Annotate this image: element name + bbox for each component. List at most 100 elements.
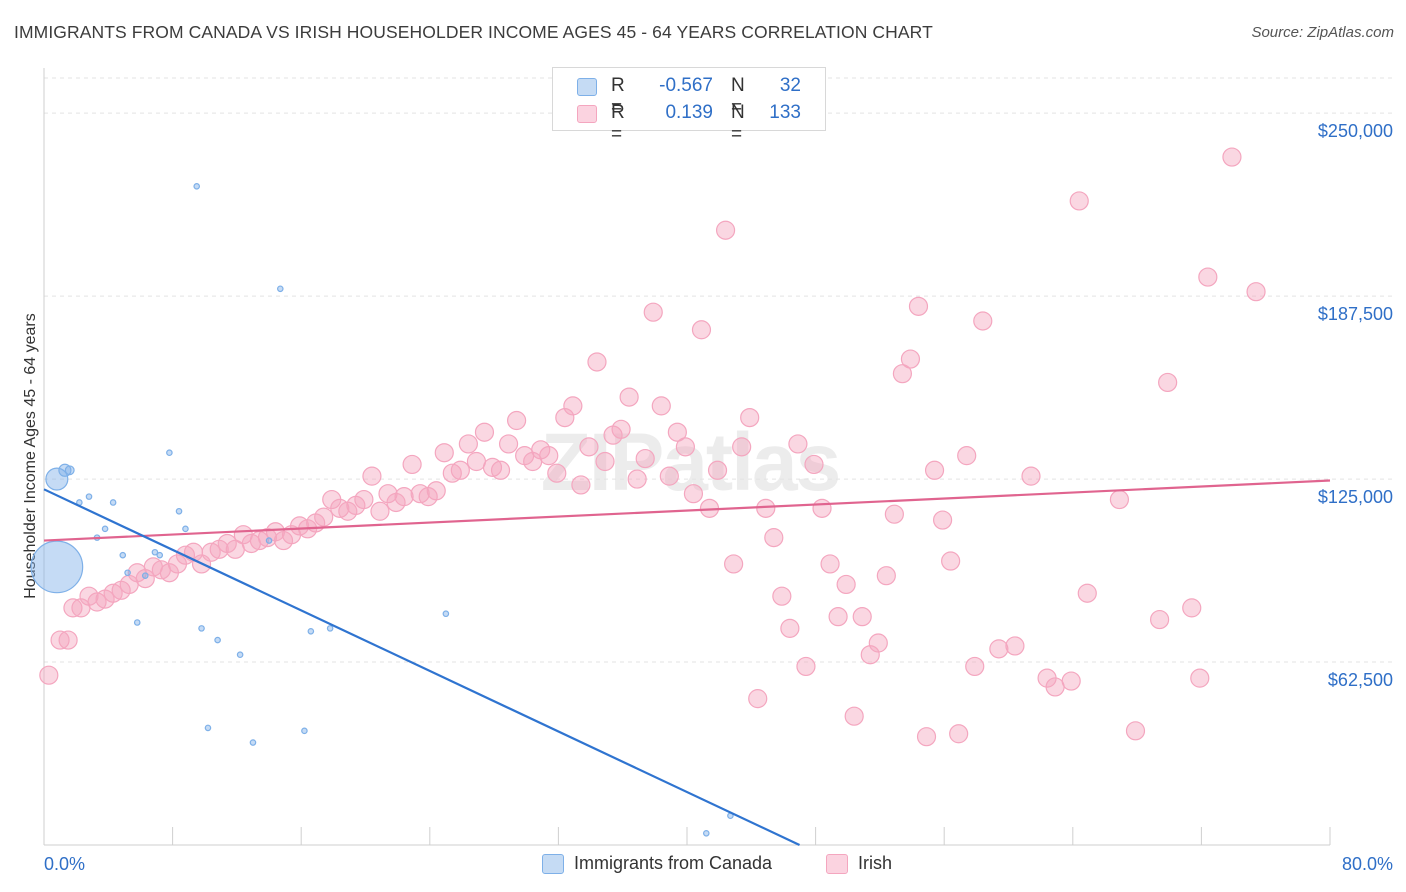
n-label: N = xyxy=(731,75,745,118)
irish-point xyxy=(507,410,527,431)
y-tick-label: $125,000 xyxy=(1318,487,1393,507)
canada-legend-label: Immigrants from Canada xyxy=(574,853,773,873)
irish-point xyxy=(715,220,736,240)
irish-point xyxy=(450,460,470,480)
irish-point xyxy=(1005,636,1025,656)
canada-points xyxy=(30,183,734,837)
canada-point xyxy=(193,183,201,190)
irish-point xyxy=(466,451,487,472)
r-label: R = xyxy=(611,75,625,118)
irish-point xyxy=(868,633,888,653)
canada-point xyxy=(182,525,189,533)
canada-point xyxy=(45,467,69,491)
canada-r-value: -0.567 xyxy=(659,75,713,96)
canada-n-value: 32 xyxy=(779,75,801,96)
irish-point xyxy=(965,656,985,677)
series-legend: Immigrants from Canada Irish xyxy=(0,852,1406,876)
irish-point xyxy=(732,437,752,457)
canada-point xyxy=(133,619,141,626)
irish-point xyxy=(691,320,712,340)
canada-swatch xyxy=(577,78,597,96)
axes xyxy=(43,68,1331,846)
irish-point xyxy=(949,724,969,744)
canada-point xyxy=(702,829,710,837)
canada-point xyxy=(442,610,450,618)
canada-point xyxy=(301,727,308,735)
irish-point xyxy=(587,352,607,372)
irish-point xyxy=(498,434,519,454)
irish-point xyxy=(402,454,422,475)
irish-point xyxy=(941,551,961,571)
irish-point xyxy=(1190,668,1210,688)
irish-swatch xyxy=(577,105,597,123)
canada-point xyxy=(166,449,173,457)
correlation-legend: R = -0.567 N = 32 R = 0.139 N = 133 xyxy=(552,67,826,145)
canada-point xyxy=(64,465,75,476)
irish-point xyxy=(474,422,495,442)
irish-point xyxy=(667,422,687,442)
irish-point xyxy=(957,446,977,466)
irish-point xyxy=(50,630,70,650)
irish-point xyxy=(547,463,567,483)
y-tick-label: $187,500 xyxy=(1318,304,1393,324)
irish-point xyxy=(812,498,832,518)
canada-point xyxy=(175,507,183,515)
irish-point xyxy=(627,469,647,489)
irish-r-value: 0.139 xyxy=(665,102,713,123)
canada-point xyxy=(101,525,109,533)
irish-point xyxy=(611,419,631,439)
canada-point xyxy=(204,724,212,732)
irish-point xyxy=(1061,671,1081,691)
irish-point xyxy=(683,484,704,504)
irish-point xyxy=(434,443,454,463)
irish-point xyxy=(884,504,904,524)
n-label: N = xyxy=(731,102,745,145)
canada-point xyxy=(236,651,244,659)
watermark: ZIPatlas xyxy=(541,417,841,508)
canada-trend-line xyxy=(43,488,800,846)
x-tick-labels: 0.0% 80.0% xyxy=(44,854,1393,874)
irish-point xyxy=(973,311,993,331)
x-tick-label-max: 80.0% xyxy=(1342,854,1393,874)
irish-point xyxy=(563,396,583,416)
irish-point xyxy=(772,586,792,606)
canada-point xyxy=(141,572,149,579)
irish-point xyxy=(63,598,83,618)
y-tick-labels: $62,500 $125,000 $187,500 $250,000 xyxy=(1318,121,1393,690)
irish-point xyxy=(659,466,679,486)
irish-point xyxy=(756,498,776,518)
r-label: R = xyxy=(611,102,625,145)
irish-point xyxy=(828,607,848,627)
x-tick-label-min: 0.0% xyxy=(44,854,85,874)
irish-point xyxy=(764,528,784,548)
irish-point xyxy=(1198,267,1218,287)
canada-point xyxy=(151,548,159,556)
irish-point xyxy=(908,296,929,316)
y-tick-label: $62,500 xyxy=(1328,670,1393,690)
canada-point xyxy=(156,551,164,559)
irish-point xyxy=(804,454,824,475)
chart-title: IMMIGRANTS FROM CANADA VS IRISH HOUSEHOL… xyxy=(14,22,933,42)
irish-point xyxy=(748,689,768,709)
irish-point xyxy=(924,460,945,480)
irish-point xyxy=(1182,598,1202,618)
irish-point xyxy=(362,466,382,486)
chart-source: Source: ZipAtlas.com xyxy=(1251,24,1394,41)
canada-legend-swatch xyxy=(542,854,564,874)
canada-point xyxy=(265,537,273,544)
irish-trend-line xyxy=(43,479,1331,542)
irish-point xyxy=(635,448,655,469)
canada-point xyxy=(30,540,84,594)
watermark-text: ZIPatlas xyxy=(541,417,839,508)
irish-point xyxy=(796,656,816,677)
canada-point xyxy=(326,625,334,632)
irish-point xyxy=(836,574,856,595)
irish-point xyxy=(619,387,639,407)
irish-point xyxy=(58,630,78,650)
canada-point xyxy=(277,285,284,293)
irish-point xyxy=(989,639,1009,659)
irish-legend-swatch xyxy=(826,854,848,874)
irish-point xyxy=(852,607,872,627)
irish-point xyxy=(1150,609,1170,630)
irish-point xyxy=(1069,191,1089,211)
